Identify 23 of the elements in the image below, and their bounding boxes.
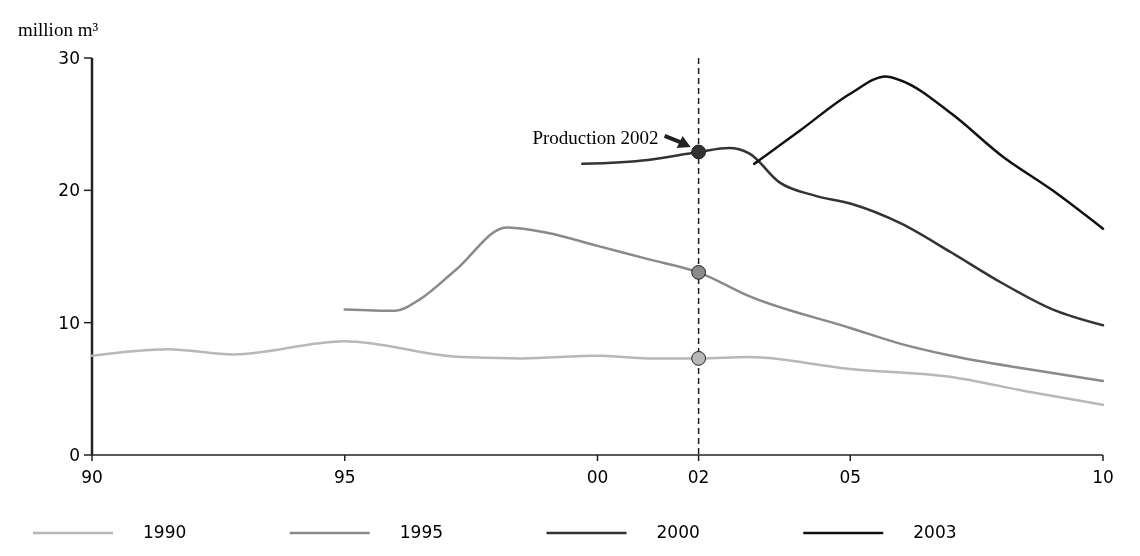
annotation: Production 2002: [532, 126, 659, 148]
x-tick-label: 90: [81, 467, 103, 487]
x-tick-label: 02: [687, 467, 710, 487]
x-tick-label: 00: [586, 467, 609, 487]
x-tick-label: 95: [333, 467, 356, 487]
line-series: [752, 75, 1105, 230]
x-tick-label: 05: [839, 467, 862, 487]
point: [691, 264, 707, 280]
line-series: [90, 339, 1105, 406]
y-tick-label: 10: [58, 312, 80, 333]
line-series: [581, 146, 1105, 327]
y-axis-title: million m³: [18, 19, 99, 40]
y-tick-label: 30: [58, 47, 80, 68]
legend-label: 1990: [143, 522, 187, 542]
point: [691, 144, 707, 160]
legend-label: 1995: [399, 522, 444, 542]
line-series: [343, 226, 1105, 383]
y-tick-label: 0: [69, 444, 80, 465]
legend-label: 2000: [656, 522, 700, 542]
point: [691, 351, 707, 366]
y-tick-label: 20: [58, 180, 80, 201]
legend-label: 2003: [913, 522, 957, 542]
x-tick-label: 10: [1092, 467, 1114, 487]
